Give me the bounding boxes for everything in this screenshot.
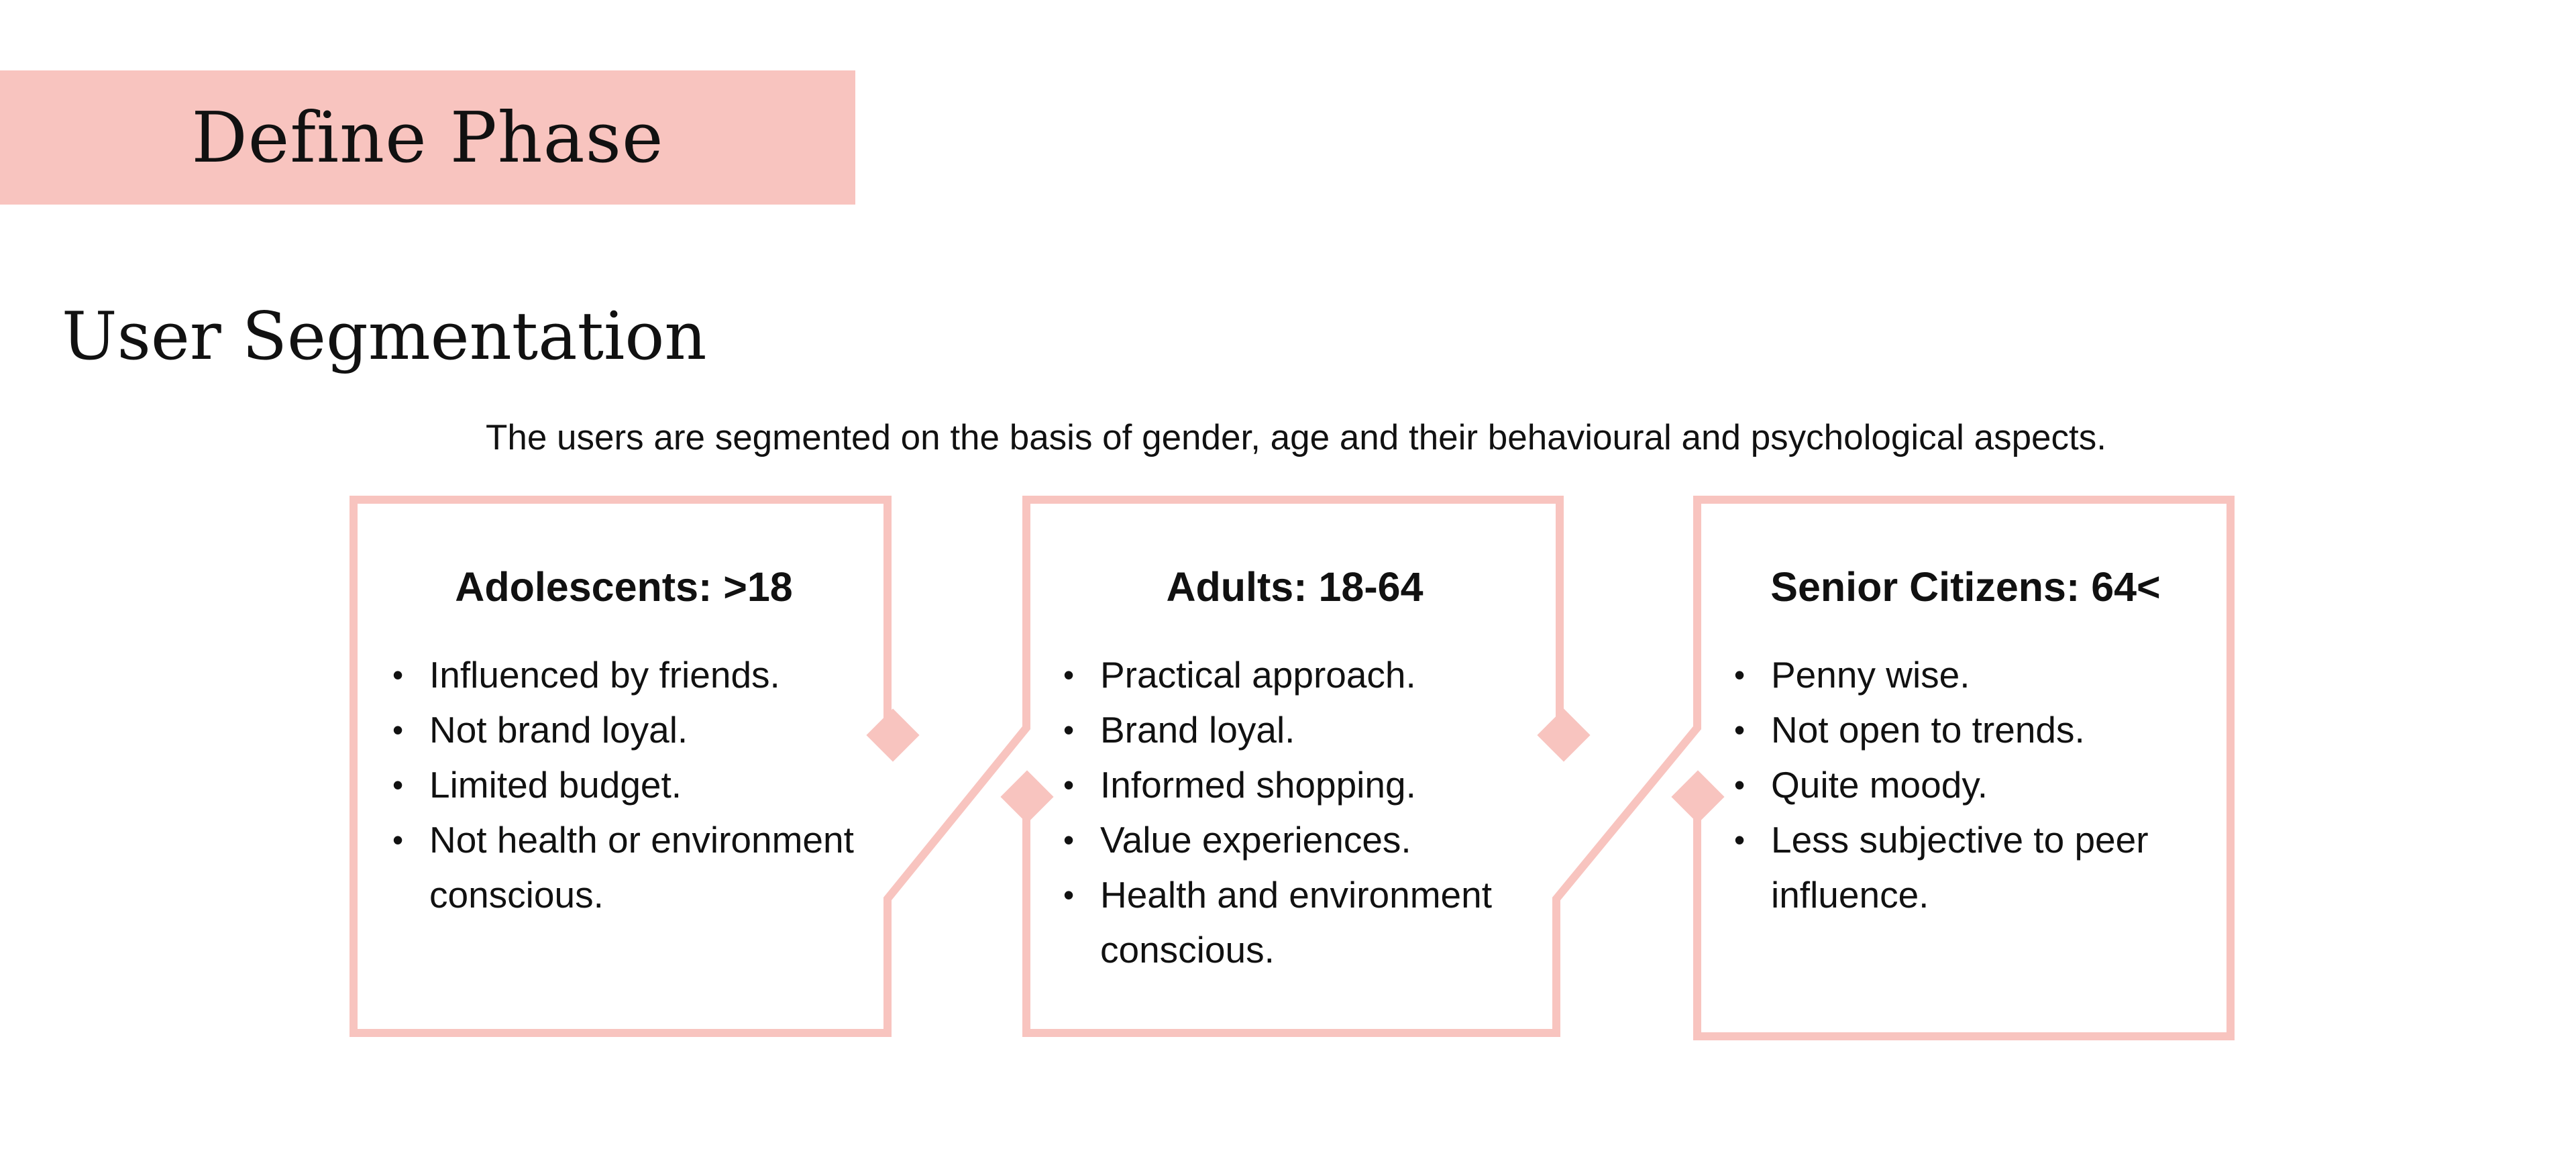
- intro-text: The users are segmented on the basis of …: [485, 418, 2106, 457]
- list-item: • Not open to trends.: [1727, 702, 2204, 757]
- list-item: • Practical approach.: [1057, 647, 1533, 702]
- diamond-1: [866, 708, 920, 762]
- list-item: • Not brand loyal.: [386, 702, 862, 757]
- segment-title: Senior Citizens: 64<: [1770, 564, 2161, 610]
- list-item-text: Limited budget.: [429, 764, 682, 806]
- list-item-text: Quite moody.: [1771, 764, 1988, 806]
- list-item: • Not health or environment conscious.: [386, 812, 862, 922]
- section-heading: User Segmentation: [62, 298, 707, 375]
- diamond-4: [1671, 770, 1725, 824]
- segment-card-adolescents: Adolescents: >18 • Influenced by friends.…: [386, 506, 862, 922]
- bullet-icon: •: [1734, 657, 1746, 692]
- list-item: • Brand loyal.: [1057, 702, 1533, 757]
- list-item-text: Not brand loyal.: [429, 709, 688, 751]
- list-item-text: Not health or environment conscious.: [429, 819, 854, 916]
- list-item-text: Brand loyal.: [1100, 709, 1295, 751]
- list-item-text: Informed shopping.: [1100, 764, 1416, 806]
- list-item-text: Value experiences.: [1100, 819, 1411, 861]
- phase-banner: Define Phase: [0, 70, 855, 205]
- bullet-icon: •: [1063, 767, 1075, 802]
- diamond-2: [1000, 770, 1054, 824]
- list-item-text: Influenced by friends.: [429, 654, 780, 696]
- bullet-icon: •: [1063, 712, 1075, 747]
- diamond-3: [1537, 708, 1591, 762]
- list-item-text: Not open to trends.: [1771, 709, 2085, 751]
- bullet-icon: •: [392, 712, 404, 747]
- segment-title: Adolescents: >18: [455, 564, 793, 610]
- bullet-icon: •: [392, 767, 404, 802]
- segment-list: • Influenced by friends. • Not brand loyal…: [386, 647, 862, 922]
- list-item: • Less subjective to peer influence.: [1727, 812, 2204, 922]
- list-item-text: Practical approach.: [1100, 654, 1416, 696]
- bullet-icon: •: [1734, 712, 1746, 747]
- bullet-icon: •: [392, 822, 404, 857]
- list-item: • Informed shopping.: [1057, 757, 1533, 812]
- list-item-text: Less subjective to peer influence.: [1771, 819, 2149, 916]
- phase-title: Define Phase: [191, 97, 664, 178]
- segment-list: • Practical approach. • Brand loyal. • Info…: [1057, 647, 1533, 977]
- bullet-icon: •: [1734, 822, 1746, 857]
- bullet-icon: •: [1063, 657, 1075, 692]
- list-item: • Penny wise.: [1727, 647, 2204, 702]
- list-item: • Quite moody.: [1727, 757, 2204, 812]
- list-item: • Health and environment conscious.: [1057, 867, 1533, 977]
- list-item-text: Penny wise.: [1771, 654, 1970, 696]
- bullet-icon: •: [1063, 877, 1075, 912]
- bullet-icon: •: [392, 657, 404, 692]
- segment-card-senior-citizens: Senior Citizens: 64< • Penny wise. • Not o…: [1727, 506, 2204, 922]
- list-item: • Limited budget.: [386, 757, 862, 812]
- segment-list: • Penny wise. • Not open to trends. • Quite…: [1727, 647, 2204, 922]
- segment-card-adults: Adults: 18-64 • Practical approach. • Bran…: [1057, 506, 1533, 977]
- list-item: • Influenced by friends.: [386, 647, 862, 702]
- bullet-icon: •: [1734, 767, 1746, 802]
- list-item: • Value experiences.: [1057, 812, 1533, 867]
- segment-title: Adults: 18-64: [1166, 564, 1424, 610]
- list-item-text: Health and environment conscious.: [1100, 874, 1492, 971]
- bullet-icon: •: [1063, 822, 1075, 857]
